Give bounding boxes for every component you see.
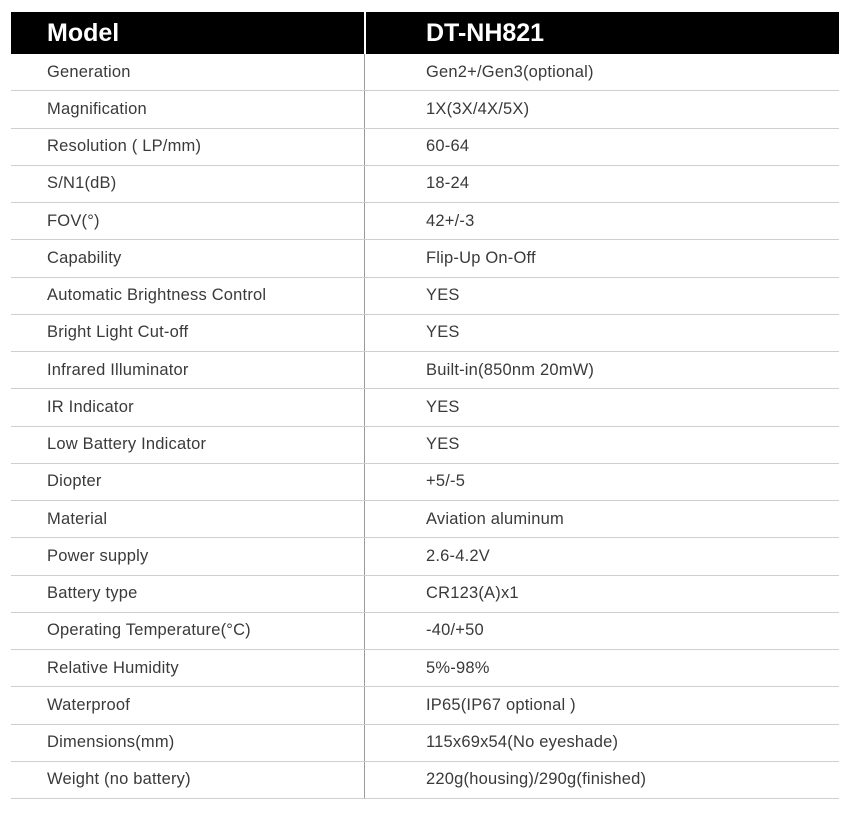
spec-name: Operating Temperature(°C) <box>47 621 251 640</box>
table-row: Battery type CR123(A)x1 <box>11 575 839 613</box>
spec-value: 18-24 <box>426 174 470 193</box>
column-divider <box>364 12 366 54</box>
spec-value: CR123(A)x1 <box>426 584 519 603</box>
table-row: Infrared Illuminator Built-in(850nm 20mW) <box>11 352 839 390</box>
spec-name: Battery type <box>47 584 138 603</box>
table-row: S/N1(dB) 18-24 <box>11 165 839 203</box>
spec-value: 42+/-3 <box>426 211 475 230</box>
spec-value: YES <box>426 323 460 342</box>
column-divider <box>364 650 365 687</box>
spec-value: +5/-5 <box>426 472 466 491</box>
spec-name: S/N1(dB) <box>47 174 117 193</box>
table-row: Generation Gen2+/Gen3(optional) <box>11 54 839 92</box>
column-divider <box>364 389 365 426</box>
spec-name: Weight (no battery) <box>47 770 191 789</box>
spec-value: 1X(3X/4X/5X) <box>426 99 530 118</box>
table-row: Relative Humidity 5%-98% <box>11 650 839 688</box>
spec-value: 5%-98% <box>426 658 490 677</box>
spec-name: Automatic Brightness Control <box>47 286 267 305</box>
column-divider <box>364 91 365 128</box>
table-row: Resolution ( LP/mm) 60-64 <box>11 128 839 166</box>
column-divider <box>364 538 365 575</box>
column-divider <box>364 240 365 277</box>
spec-name: Generation <box>47 62 131 81</box>
column-divider <box>364 352 365 389</box>
header-cell: DT-NH821 <box>426 18 545 47</box>
spec-name: Infrared Illuminator <box>47 360 189 379</box>
table-row: Diopter +5/-5 <box>11 463 839 501</box>
spec-name: Dimensions(mm) <box>47 733 175 752</box>
column-divider <box>364 575 365 612</box>
table-row: Operating Temperature(°C) -40/+50 <box>11 612 839 650</box>
column-divider <box>364 687 365 724</box>
spec-value: 220g(housing)/290g(finished) <box>426 770 647 789</box>
table-row: IR Indicator YES <box>11 389 839 427</box>
table-row: Bright Light Cut-off YES <box>11 314 839 352</box>
spec-value: YES <box>426 286 460 305</box>
column-divider <box>364 501 365 538</box>
spec-value: Flip-Up On-Off <box>426 248 536 267</box>
spec-table: Model DT-NH821 Generation Gen2+/Gen3(opti… <box>11 12 839 799</box>
spec-name: Bright Light Cut-off <box>47 323 189 342</box>
column-divider <box>364 203 365 240</box>
column-divider <box>364 165 365 202</box>
spec-value: Built-in(850nm 20mW) <box>426 360 595 379</box>
column-divider <box>364 463 365 500</box>
spec-name: Low Battery Indicator <box>47 435 207 454</box>
spec-name: IR Indicator <box>47 397 134 416</box>
table-row: Power supply 2.6-4.2V <box>11 538 839 576</box>
table-row: Waterproof IP65(IP67 optional ) <box>11 687 839 725</box>
spec-name: FOV(°) <box>47 211 100 230</box>
spec-value: 60-64 <box>426 137 470 156</box>
column-divider <box>364 128 365 165</box>
spec-value: YES <box>426 397 460 416</box>
spec-name: Power supply <box>47 546 149 565</box>
table-header: Model DT-NH821 <box>11 12 839 54</box>
column-divider <box>364 612 365 649</box>
column-divider <box>364 761 365 798</box>
spec-name: Relative Humidity <box>47 658 179 677</box>
spec-value: 115x69x54(No eyeshade) <box>426 733 619 752</box>
spec-name: Resolution ( LP/mm) <box>47 137 202 156</box>
table-row: Material Aviation aluminum <box>11 501 839 539</box>
spec-name: Capability <box>47 248 122 267</box>
spec-name: Magnification <box>47 99 147 118</box>
spec-value: Aviation aluminum <box>426 509 564 528</box>
table-row: Capability Flip-Up On-Off <box>11 240 839 278</box>
column-divider <box>364 277 365 314</box>
column-divider <box>364 426 365 463</box>
spec-value: -40/+50 <box>426 621 484 640</box>
table-row: FOV(°) 42+/-3 <box>11 203 839 241</box>
table-row: Automatic Brightness Control YES <box>11 277 839 315</box>
column-divider <box>364 724 365 761</box>
spec-value: IP65(IP67 optional ) <box>426 695 576 714</box>
spec-name: Waterproof <box>47 695 131 714</box>
spec-value: Gen2+/Gen3(optional) <box>426 62 594 81</box>
table-row: Magnification 1X(3X/4X/5X) <box>11 91 839 129</box>
header-cell: Model <box>47 18 120 47</box>
spec-value: YES <box>426 435 460 454</box>
table-row: Weight (no battery) 220g(housing)/290g(fi… <box>11 761 839 799</box>
spec-value: 2.6-4.2V <box>426 546 490 565</box>
spec-name: Material <box>47 509 108 528</box>
table-row: Dimensions(mm) 115x69x54(No eyeshade) <box>11 724 839 762</box>
column-divider <box>364 314 365 351</box>
spec-name: Diopter <box>47 472 102 491</box>
table-row: Low Battery Indicator YES <box>11 426 839 464</box>
column-divider <box>364 54 365 91</box>
